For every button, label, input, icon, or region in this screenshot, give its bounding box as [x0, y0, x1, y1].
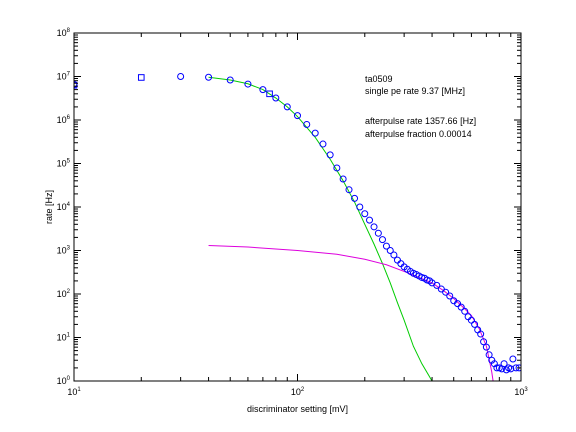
data-point-circle	[361, 210, 369, 218]
y-tick-label: 106	[57, 115, 71, 125]
y-tick-label: 104	[57, 202, 71, 212]
y-tick-label: 103	[57, 246, 71, 256]
data-point-circle	[457, 303, 465, 311]
data-point-circle	[482, 343, 490, 351]
data-point-circle	[433, 281, 441, 289]
data-point-circle	[370, 223, 378, 231]
data-point-circle	[493, 364, 501, 372]
y-tick-label: 101	[57, 333, 71, 343]
data-point-circle	[333, 164, 341, 172]
y-tick-label: 100	[57, 376, 71, 386]
single-pe-fit-line	[208, 76, 433, 381]
data-point-circle	[386, 247, 394, 254]
annotation-afterpulse-rate: afterpulse rate 1357.66 [Hz]	[365, 116, 476, 126]
data-point-circle	[294, 112, 301, 120]
data-point-circle	[339, 175, 347, 183]
annotation-tube-id: ta0509	[365, 74, 393, 84]
data-point-circle	[454, 300, 462, 308]
data-point-square	[266, 90, 273, 98]
data-point-circle	[509, 355, 517, 363]
data-point-circle	[446, 292, 454, 300]
data-point-circle	[500, 360, 508, 368]
data-point-circle	[351, 194, 359, 202]
data-point-circle	[477, 330, 485, 338]
data-point-circle	[326, 151, 334, 159]
data-point-circle	[356, 203, 364, 211]
data-point-circle	[303, 120, 311, 128]
y-axis-label: rate [Hz]	[44, 190, 54, 224]
data-point-circle	[442, 288, 450, 296]
y-tick-label: 105	[57, 159, 71, 169]
y-tick-label: 108	[57, 28, 71, 38]
data-point-circle	[502, 366, 510, 374]
data-point-circle	[244, 80, 252, 88]
afterpulse-fit-line	[208, 245, 494, 381]
x-tick-label: 101	[67, 387, 81, 397]
data-point-circle	[259, 86, 267, 94]
data-point-circle	[177, 73, 185, 80]
data-point-square	[137, 74, 145, 81]
data-point-circle	[319, 140, 327, 148]
y-tick-label: 107	[57, 72, 71, 82]
data-point-circle	[507, 365, 515, 373]
data-point-circle	[382, 242, 390, 250]
series-layer	[74, 73, 521, 381]
data-point-circle	[205, 73, 213, 81]
data-point-circle	[378, 236, 386, 244]
y-tick-label: 102	[57, 289, 71, 299]
data-point-circle	[461, 307, 469, 315]
plot-area	[74, 73, 521, 381]
annotation-afterpulse-fraction: afterpulse fraction 0.00014	[365, 129, 472, 139]
data-point-circle	[74, 80, 78, 88]
data-point-circle	[345, 186, 353, 194]
data-point-circle	[390, 251, 398, 259]
annotation-single-pe-rate: single pe rate 9.37 [MHz]	[365, 86, 465, 96]
data-point-circle	[374, 229, 382, 237]
data-point-circle	[272, 94, 280, 102]
data-point-circle	[283, 103, 291, 111]
x-axis-label: discriminator setting [mV]	[247, 404, 348, 414]
data-point-circle	[226, 76, 234, 84]
data-point-circle	[311, 129, 319, 137]
data-point-circle	[480, 338, 488, 346]
x-tick-label: 103	[514, 387, 528, 397]
data-point-circle	[485, 351, 493, 359]
data-point-circle	[366, 216, 374, 224]
x-tick-label: 102	[291, 387, 305, 397]
data-point-circle	[515, 364, 521, 372]
data-point-circle	[471, 320, 479, 328]
